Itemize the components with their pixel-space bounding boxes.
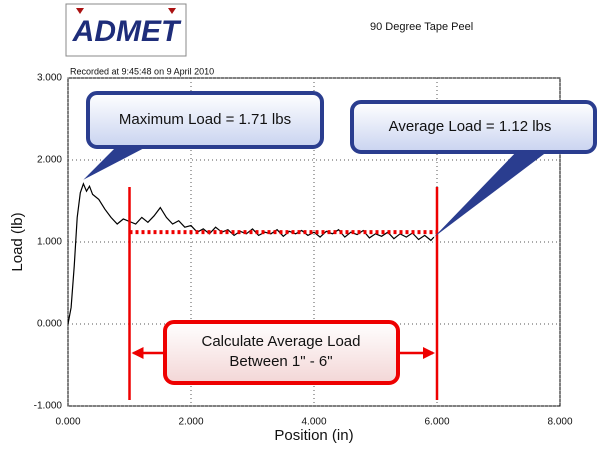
callout-box xyxy=(350,100,597,154)
y-axis-label: Load (lb) xyxy=(9,212,26,271)
callout-box xyxy=(86,91,324,149)
callout-text: Between 1" - 6" xyxy=(229,353,332,370)
x-tick-label: 2.000 xyxy=(178,417,203,428)
arrow-head xyxy=(131,347,144,359)
logo-mark xyxy=(168,8,176,14)
y-tick-label: -1.000 xyxy=(34,401,63,412)
data-line xyxy=(67,182,435,325)
arrow-head xyxy=(423,347,435,359)
x-tick-label: 6.000 xyxy=(424,417,449,428)
callout-text: Average Load = 1.12 lbs xyxy=(389,118,552,135)
x-tick-label: 8.000 xyxy=(547,417,572,428)
callout-box xyxy=(163,320,400,385)
logo: ADMET xyxy=(72,15,182,48)
y-tick-label: 1.000 xyxy=(37,237,62,248)
logo-mark xyxy=(76,8,84,14)
y-tick-label: 3.000 xyxy=(37,73,62,84)
callout-text: Calculate Average Load xyxy=(201,333,360,350)
callout-text: Maximum Load = 1.71 lbs xyxy=(119,111,291,128)
x-tick-label: 4.000 xyxy=(301,417,326,428)
subtitle: Recorded at 9:45:48 on 9 April 2010 xyxy=(70,66,214,76)
callout-pointer xyxy=(83,145,150,180)
x-tick-label: 0.000 xyxy=(55,417,80,428)
x-axis-label: Position (in) xyxy=(274,427,353,444)
logo-box xyxy=(65,3,187,57)
y-tick-label: 2.000 xyxy=(37,155,62,166)
callout-pointer xyxy=(433,148,552,238)
chart-title: 90 Degree Tape Peel xyxy=(370,21,473,33)
y-tick-label: 0.000 xyxy=(37,319,62,330)
